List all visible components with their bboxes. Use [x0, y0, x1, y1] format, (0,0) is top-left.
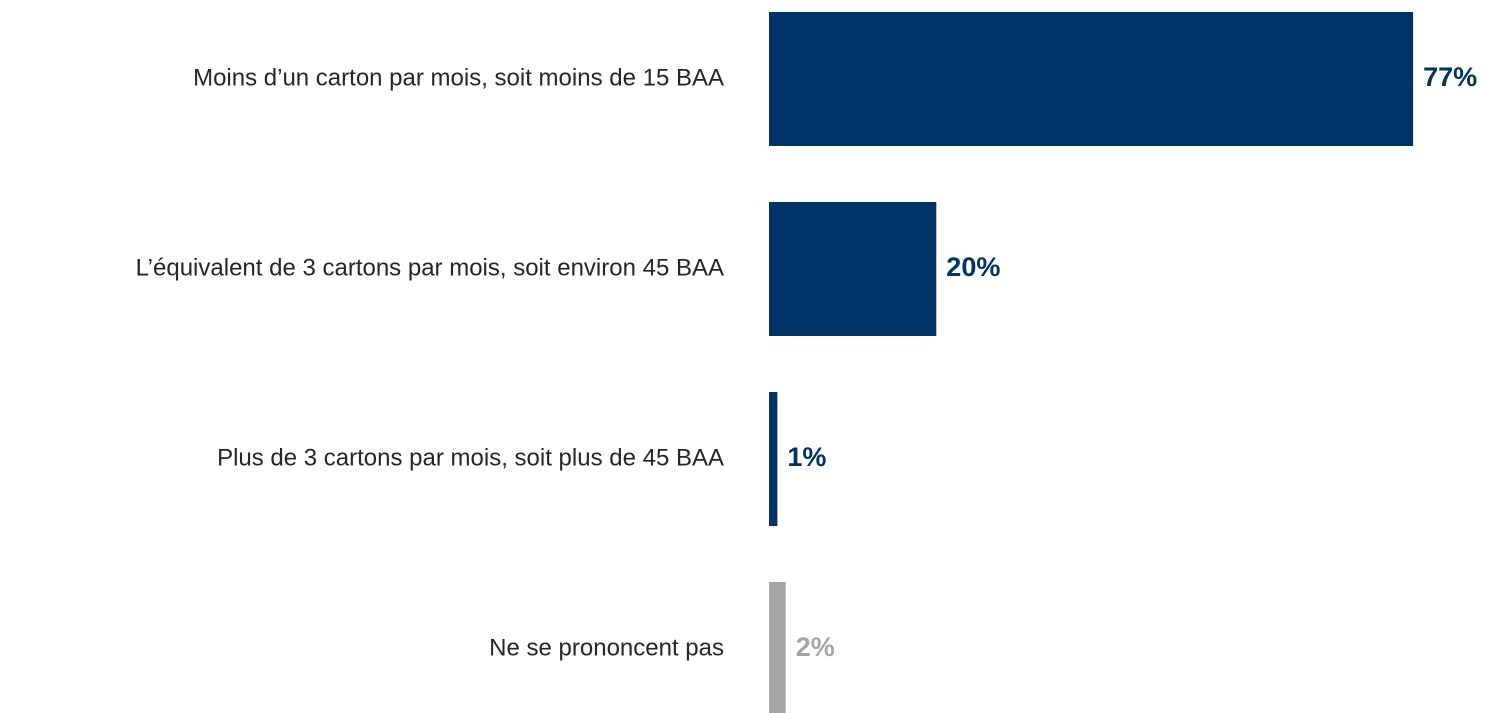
category-label: L’équivalent de 3 cartons par mois, soit… [136, 254, 724, 281]
value-label: 1% [787, 442, 826, 472]
category-label: Moins d’un carton par mois, soit moins d… [193, 64, 724, 91]
value-label: 20% [946, 252, 1000, 282]
bar [769, 392, 778, 526]
bar [769, 202, 937, 336]
category-label: Plus de 3 cartons par mois, soit plus de… [217, 444, 724, 471]
value-label: 77% [1423, 62, 1477, 92]
value-label: 2% [796, 632, 835, 662]
bar [769, 12, 1414, 146]
bar [769, 582, 786, 713]
category-label: Ne se prononcent pas [489, 634, 724, 661]
